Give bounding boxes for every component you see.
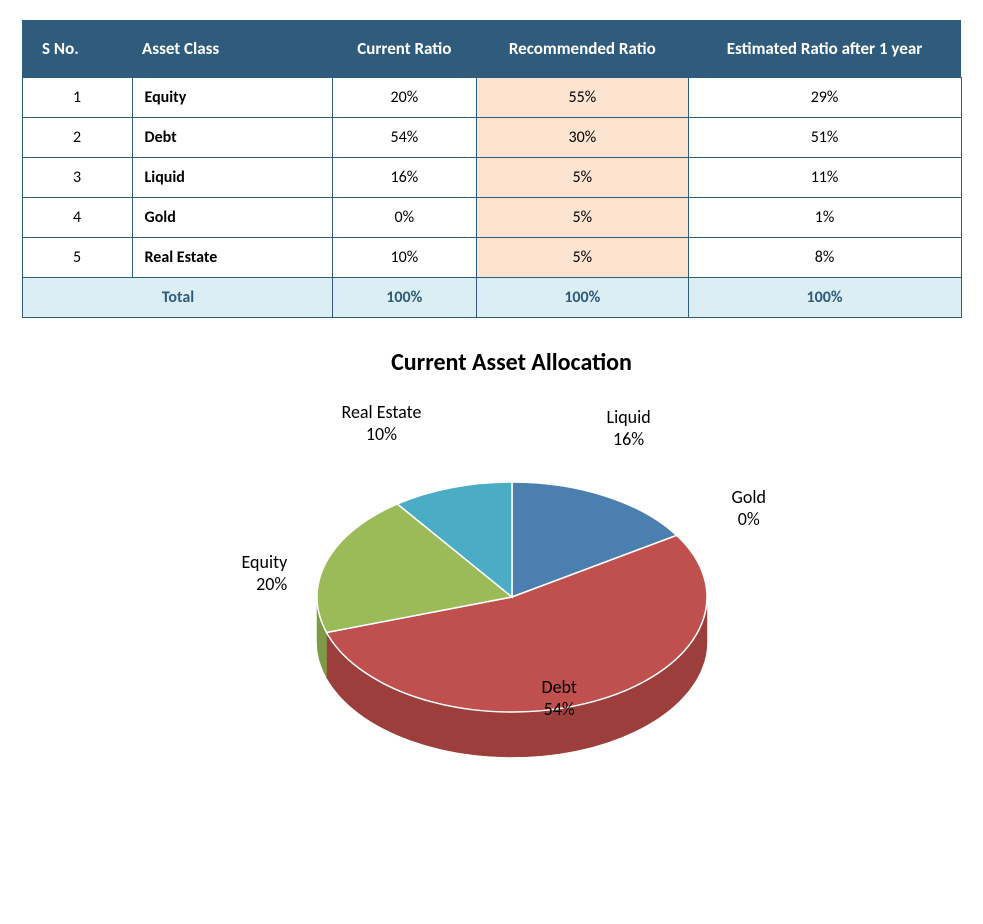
label-debt: Debt 54%	[542, 677, 577, 720]
label-liquid: Liquid 16%	[607, 407, 651, 450]
cell-sno: 4	[22, 198, 132, 238]
cell-asset: Liquid	[132, 158, 332, 198]
cell-recommended: 5%	[477, 158, 688, 198]
cell-sno: 5	[22, 238, 132, 278]
table-row: 2Debt54%30%51%	[22, 118, 961, 158]
cell-recommended: 5%	[477, 198, 688, 238]
cell-estimated: 29%	[688, 78, 961, 118]
allocation-table: S No. Asset Class Current Ratio Recommen…	[22, 20, 962, 318]
cell-estimated: 1%	[688, 198, 961, 238]
cell-current: 54%	[332, 118, 477, 158]
total-current: 100%	[332, 278, 477, 318]
label-debt-pct: 54%	[544, 698, 575, 720]
cell-sno: 3	[22, 158, 132, 198]
total-row: Total100%100%100%	[22, 278, 961, 318]
label-gold-pct: 0%	[738, 508, 760, 530]
cell-estimated: 51%	[688, 118, 961, 158]
cell-current: 16%	[332, 158, 477, 198]
cell-asset: Debt	[132, 118, 332, 158]
chart-title: Current Asset Allocation	[20, 348, 983, 377]
total-recommended: 100%	[477, 278, 688, 318]
cell-recommended: 5%	[477, 238, 688, 278]
col-estimated: Estimated Ratio after 1 year	[688, 20, 961, 78]
pie-svg	[162, 387, 862, 807]
cell-asset: Real Estate	[132, 238, 332, 278]
label-equity-name: Equity	[242, 551, 288, 573]
label-gold: Gold 0%	[732, 487, 766, 530]
pie-chart: Liquid 16% Gold 0% Debt 54% Equity 20% R…	[162, 387, 862, 807]
total-estimated: 100%	[688, 278, 961, 318]
table-row: 3Liquid16%5%11%	[22, 158, 961, 198]
header-row: S No. Asset Class Current Ratio Recommen…	[22, 20, 961, 78]
table-row: 1Equity20%55%29%	[22, 78, 961, 118]
cell-recommended: 55%	[477, 78, 688, 118]
label-realestate-name: Real Estate	[342, 401, 422, 423]
label-debt-name: Debt	[542, 676, 577, 698]
cell-current: 0%	[332, 198, 477, 238]
col-current: Current Ratio	[332, 20, 477, 78]
cell-estimated: 11%	[688, 158, 961, 198]
table-row: 4Gold0%5%1%	[22, 198, 961, 238]
label-liquid-pct: 16%	[613, 428, 644, 450]
cell-sno: 2	[22, 118, 132, 158]
cell-current: 10%	[332, 238, 477, 278]
cell-asset: Equity	[132, 78, 332, 118]
col-recommended: Recommended Ratio	[477, 20, 688, 78]
col-asset: Asset Class	[132, 20, 332, 78]
label-gold-name: Gold	[732, 486, 766, 508]
label-liquid-name: Liquid	[607, 406, 651, 428]
label-equity: Equity 20%	[242, 552, 288, 595]
chart-area: Current Asset Allocation Liquid 16% Gold…	[20, 348, 983, 807]
table-row: 5Real Estate10%5%8%	[22, 238, 961, 278]
cell-asset: Gold	[132, 198, 332, 238]
cell-recommended: 30%	[477, 118, 688, 158]
label-realestate: Real Estate 10%	[342, 402, 422, 445]
total-label: Total	[22, 278, 332, 318]
cell-sno: 1	[22, 78, 132, 118]
label-realestate-pct: 10%	[366, 423, 397, 445]
cell-current: 20%	[332, 78, 477, 118]
label-equity-pct: 20%	[256, 573, 287, 595]
col-sno: S No.	[22, 20, 132, 78]
cell-estimated: 8%	[688, 238, 961, 278]
asset-table: S No. Asset Class Current Ratio Recommen…	[22, 20, 962, 318]
